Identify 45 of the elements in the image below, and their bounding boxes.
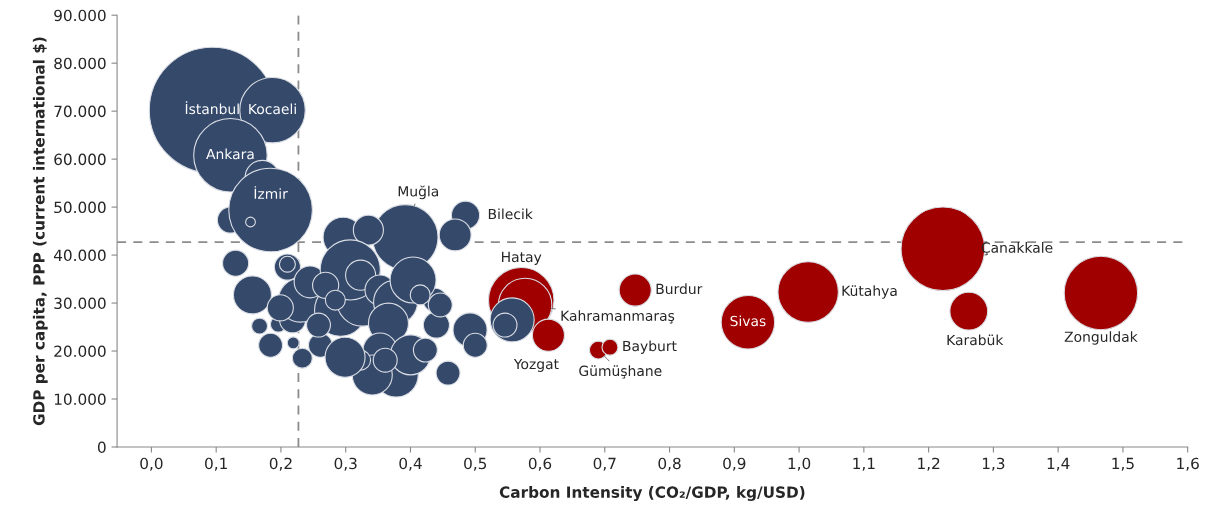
annotation: İstanbul (185, 101, 239, 115)
x-tick-label: 0,1 (205, 457, 227, 471)
annotation: Karabük (947, 334, 1004, 346)
y-tick-label: 20.000 (54, 345, 106, 358)
y-tick-label: 0 (97, 441, 106, 453)
annotation: Kocaeli (249, 103, 296, 115)
x-tick-label: 0,7 (593, 457, 616, 471)
y-axis-title: GDP per capita, PPP (current international $) (32, 37, 48, 426)
x-tick-label: 1,3 (982, 457, 1005, 471)
x-tick-label: 1,0 (788, 457, 811, 471)
annotation: Yozgat (513, 358, 559, 372)
annotation: Burdur (656, 283, 703, 295)
annotation: Gümüşhane (579, 365, 662, 379)
y-tick-label: 90.000 (54, 9, 106, 22)
y-tick-label: 30.000 (54, 297, 106, 310)
x-tick-label: 0,4 (399, 457, 422, 471)
annotation: Bilecik (488, 208, 533, 220)
y-tick-label: 80.000 (54, 57, 106, 70)
x-tick-label: 0,2 (269, 457, 292, 471)
annotation: Hatay (502, 251, 542, 265)
x-tick-label: 0,6 (528, 457, 552, 471)
annotation: Kütahya (842, 285, 897, 299)
x-tick-label: 1,1 (853, 457, 875, 471)
x-tick-label: 0,0 (140, 457, 163, 471)
annotation: Bayburt (623, 340, 677, 354)
y-tick-label: 40.000 (53, 249, 106, 262)
x-tick-label: 0,8 (658, 457, 681, 471)
x-tick-label: 0,3 (334, 457, 357, 471)
x-tick-label: 1,4 (1047, 457, 1070, 471)
annotation: Zonguldak (1064, 331, 1138, 345)
annotation: Sivas (730, 315, 766, 327)
y-tick-label: 10.000 (54, 393, 106, 406)
y-tick-label: 60.000 (54, 153, 106, 166)
x-tick-label: 1,2 (918, 457, 940, 471)
x-tick-label: 1,5 (1112, 457, 1134, 471)
x-tick-label: 0,9 (723, 457, 746, 471)
annotation: İzmir (254, 186, 288, 199)
annotation: Ankara (206, 148, 254, 160)
annotation: Kahramanmaraş (561, 310, 675, 324)
y-tick-label: 50.000 (54, 201, 106, 214)
x-axis-title: Carbon Intensity (CO₂/GDP, kg/USD) (499, 486, 805, 501)
x-tick-label: 0,5 (464, 457, 487, 471)
x-tick-label: 1,6 (1177, 457, 1199, 471)
y-tick-label: 70.000 (54, 105, 106, 118)
annotation: Muğla (398, 185, 439, 200)
